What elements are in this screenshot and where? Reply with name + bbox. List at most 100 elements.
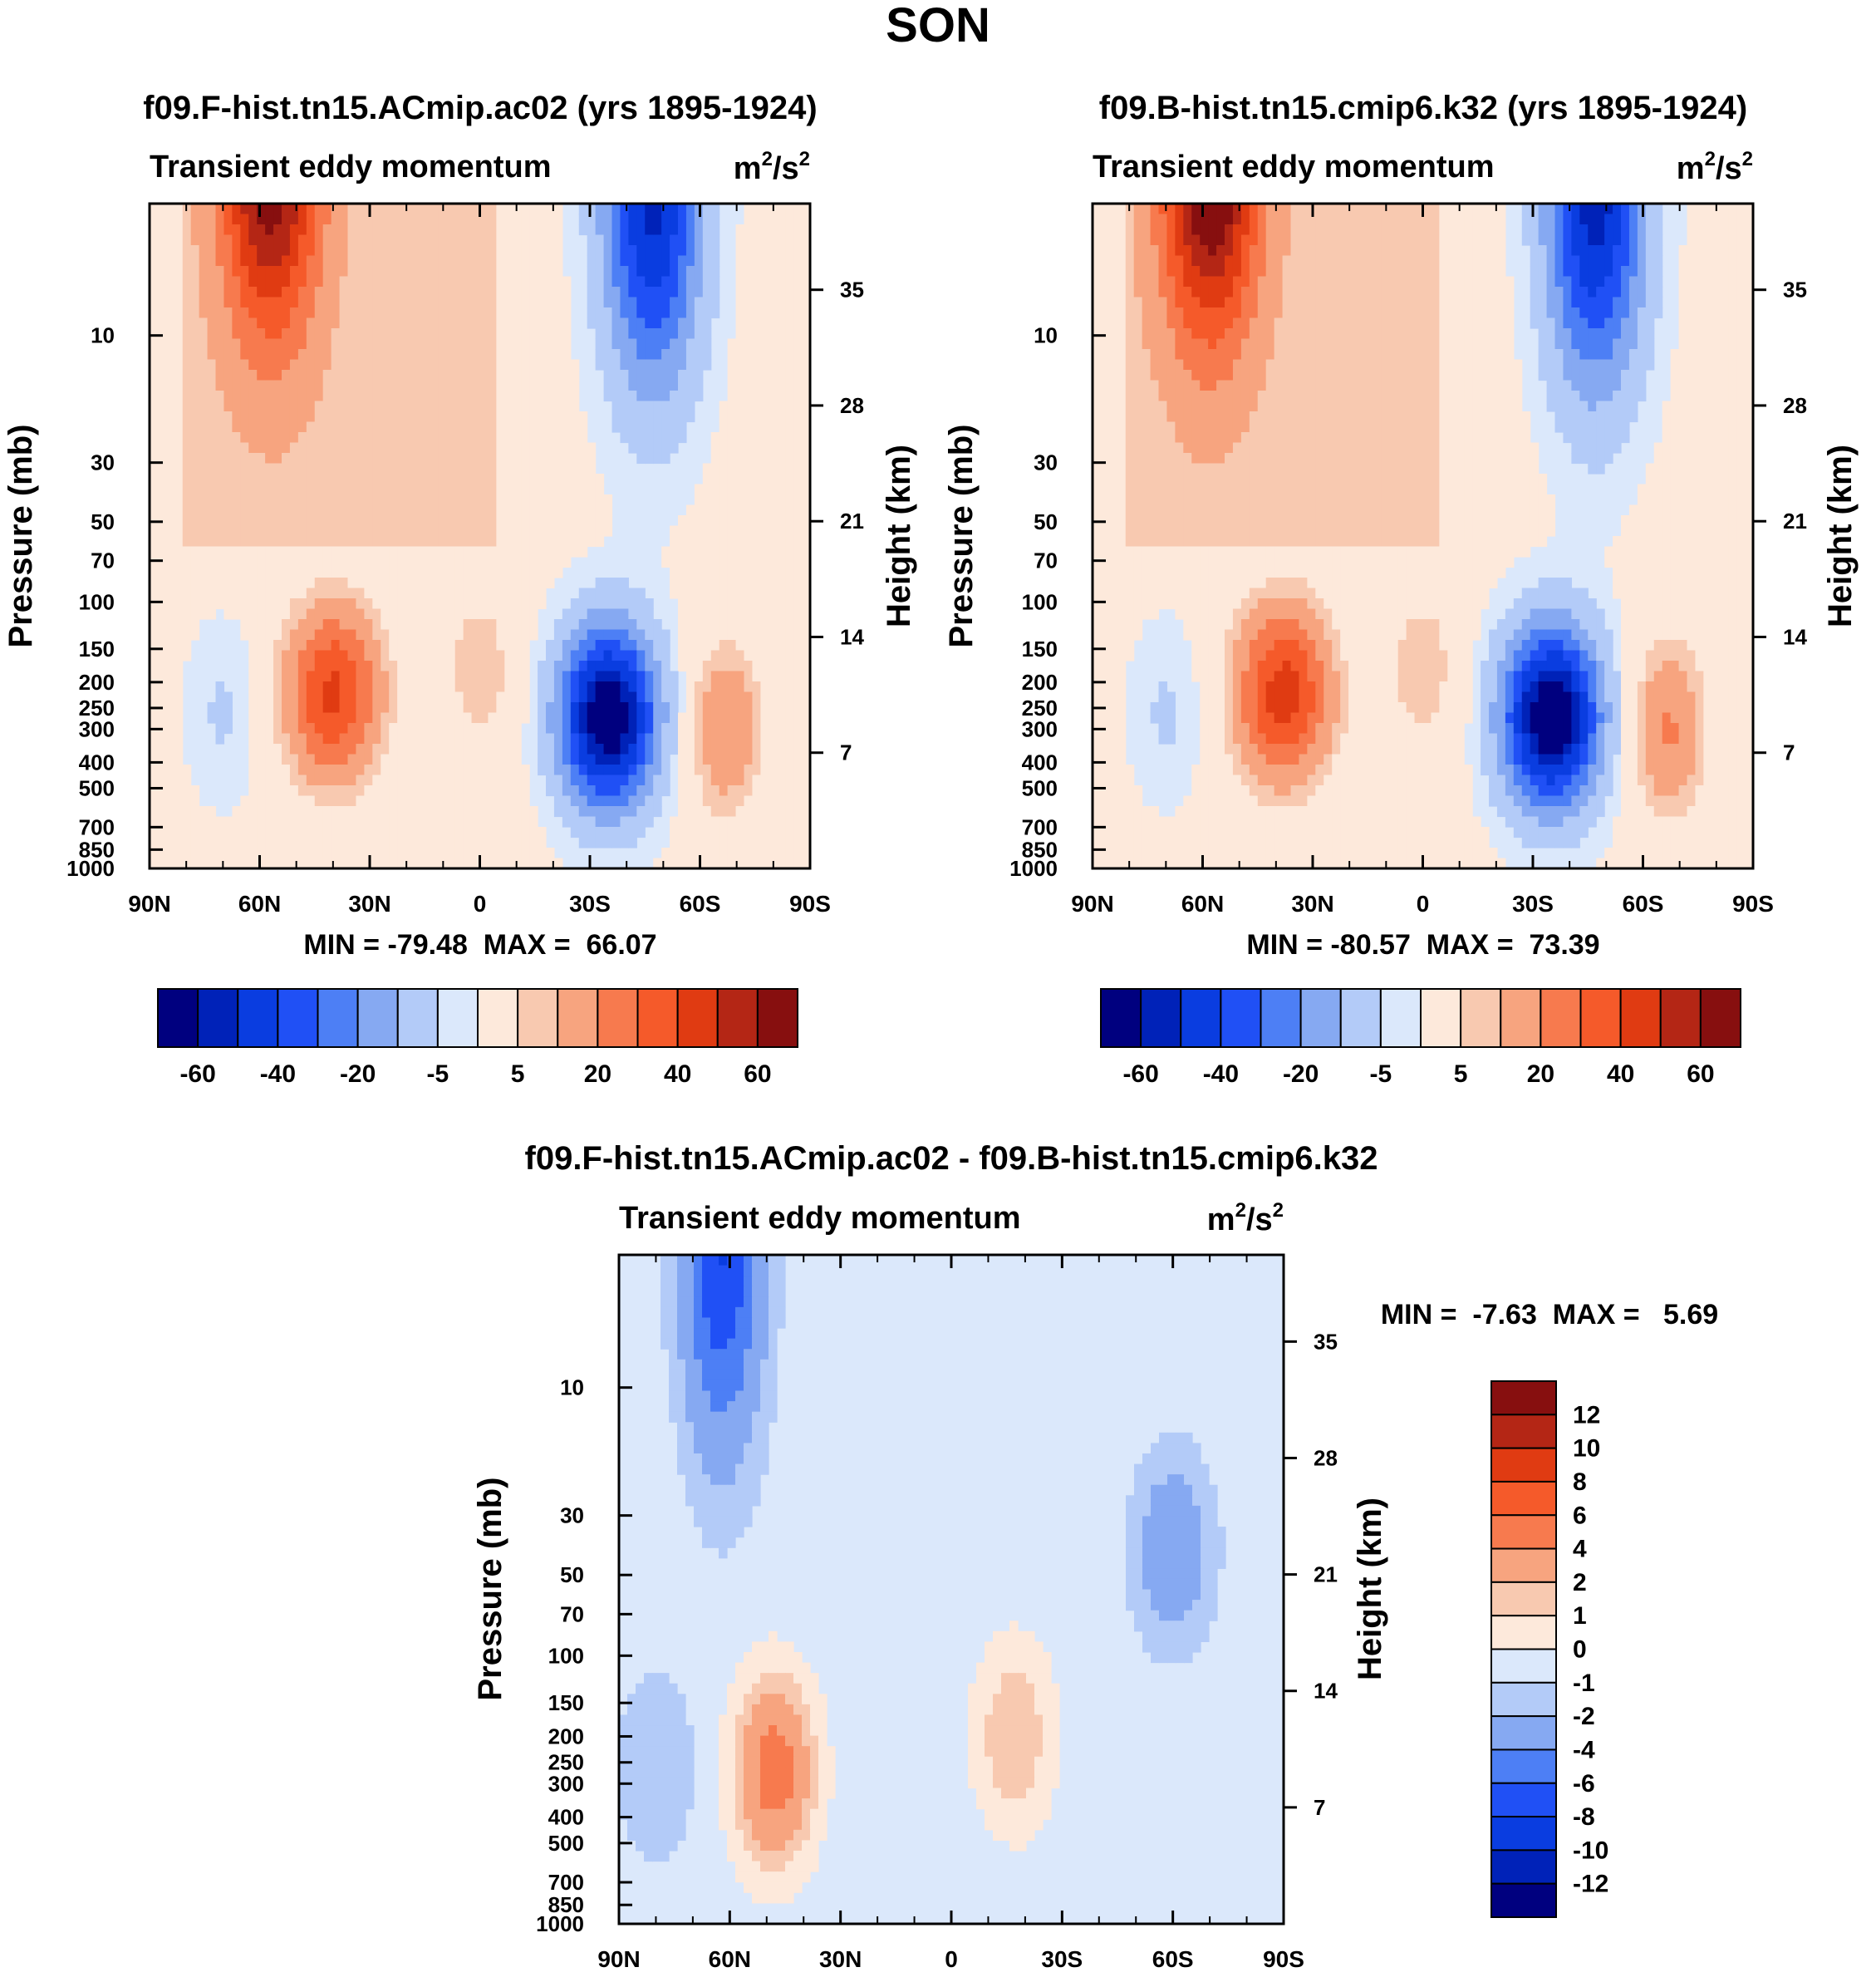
field-cell [339, 317, 349, 329]
field-cell [282, 504, 291, 516]
field-cell [636, 640, 646, 652]
field-cell [769, 712, 778, 724]
field-cell [760, 567, 769, 578]
field-cell [611, 671, 621, 682]
field-cell [454, 245, 464, 257]
field-cell [265, 287, 274, 298]
field-cell [347, 432, 357, 444]
field-cell [678, 588, 687, 599]
field-cell [446, 245, 456, 257]
field-cell [603, 691, 613, 703]
field-cell [289, 536, 299, 548]
field-cell [744, 671, 754, 682]
field-cell [702, 297, 712, 308]
field-cell [645, 401, 654, 412]
field-cell [174, 671, 184, 682]
field-cell [710, 598, 720, 610]
field-cell [446, 691, 456, 703]
field-cell [678, 816, 687, 828]
field-cell [306, 712, 316, 724]
field-cell [331, 598, 341, 610]
panel-2-subtitle: Transient eddy momentum [1093, 150, 1495, 184]
field-cell [769, 816, 778, 828]
field-cell [744, 578, 754, 589]
field-cell [232, 287, 241, 298]
field-cell [248, 661, 258, 672]
field-cell [297, 816, 307, 828]
field-cell [785, 317, 794, 329]
field-cell [331, 432, 341, 444]
field-cell [769, 827, 778, 839]
field-cell [488, 328, 497, 340]
field-cell [364, 806, 373, 818]
field-cell [752, 494, 761, 506]
field-cell [653, 754, 662, 765]
field-cell [381, 848, 390, 859]
field-cell [628, 661, 637, 672]
field-cell [297, 858, 307, 868]
field-cell [628, 733, 637, 745]
field-cell [769, 359, 778, 371]
field-cell [273, 307, 282, 319]
field-cell [735, 317, 745, 329]
field-cell [454, 691, 464, 703]
field-cell [405, 608, 415, 620]
units-exp1: 2 [1705, 148, 1716, 170]
field-cell [611, 608, 621, 620]
field-cell [438, 421, 448, 433]
field-cell [620, 287, 629, 298]
field-cell [603, 504, 613, 516]
field-cell [182, 484, 192, 495]
field-cell [322, 578, 332, 589]
field-cell [1142, 234, 1152, 246]
field-cell [735, 671, 745, 682]
field-cell [372, 806, 381, 818]
field-cell [488, 702, 497, 714]
field-cell [735, 297, 745, 308]
field-cell [372, 827, 381, 839]
field-cell [273, 640, 282, 652]
field-cell [603, 578, 613, 589]
field-cell [347, 349, 357, 361]
field-cell [215, 432, 225, 444]
field-cell [397, 661, 406, 672]
field-cell [653, 338, 662, 350]
field-cell [802, 837, 810, 848]
field-cell [389, 234, 398, 246]
field-cell [760, 421, 769, 433]
field-cell [331, 411, 341, 423]
field-cell [471, 234, 481, 246]
field-cell [446, 640, 456, 652]
field-cell [670, 588, 679, 599]
field-cell [735, 442, 745, 454]
field-cell [331, 578, 341, 589]
field-cell [381, 349, 390, 361]
field-cell [595, 816, 605, 828]
field-cell [769, 328, 778, 340]
field-cell [356, 266, 365, 278]
field-cell [463, 691, 473, 703]
field-cell [397, 214, 406, 225]
field-cell [347, 525, 357, 537]
field-cell [1554, 224, 1564, 236]
field-cell [207, 463, 217, 475]
field-cell [273, 484, 282, 495]
field-cell [381, 858, 390, 868]
field-cell [479, 266, 489, 278]
field-cell [207, 504, 217, 516]
field-cell [364, 442, 373, 454]
field-cell [670, 848, 679, 859]
field-cell [157, 827, 167, 839]
field-cell [777, 858, 786, 868]
field-cell [562, 619, 572, 631]
field-cell [694, 380, 704, 391]
field-cell [1240, 204, 1250, 215]
field-cell [521, 432, 530, 444]
field-cell [463, 650, 473, 661]
field-cell [232, 266, 241, 278]
field-cell [182, 619, 192, 631]
field-cell [513, 255, 522, 267]
field-cell [603, 328, 613, 340]
field-cell [1183, 214, 1192, 225]
field-cell [802, 474, 810, 485]
